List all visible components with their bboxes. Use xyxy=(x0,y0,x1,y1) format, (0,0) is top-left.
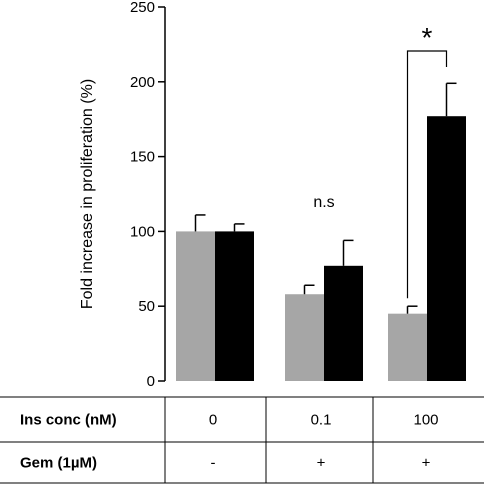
y-axis-label: Fold increase in proliferation (%) xyxy=(79,79,96,309)
bar xyxy=(215,231,254,381)
table-cell: 0 xyxy=(209,412,217,429)
annotations-layer: n.s * xyxy=(313,22,448,299)
significance-bracket xyxy=(406,50,448,299)
y-tick-label: 100 xyxy=(130,223,155,240)
bars-layer xyxy=(176,116,466,381)
table-cell: 100 xyxy=(413,412,438,429)
bar xyxy=(285,294,324,381)
table-cell: 0.1 xyxy=(311,412,332,429)
table-cell: + xyxy=(317,455,326,472)
y-tick-label: 50 xyxy=(138,298,155,315)
error-bar xyxy=(233,223,245,232)
error-bar xyxy=(342,239,354,266)
error-bar xyxy=(303,284,315,295)
y-tick-label: 0 xyxy=(147,373,155,390)
table-cell: + xyxy=(422,455,431,472)
error-bars-layer xyxy=(194,82,457,314)
bar xyxy=(388,313,427,381)
error-bar xyxy=(445,82,457,117)
table-cell: - xyxy=(211,455,216,472)
table-row-header: Ins conc (nM) xyxy=(20,412,117,429)
non-significant-label: n.s xyxy=(313,194,334,211)
y-tick-label: 250 xyxy=(130,0,155,16)
y-ticks-layer: 0 50 100 150 200 250 xyxy=(130,0,165,390)
bar xyxy=(324,265,363,381)
error-bar xyxy=(406,305,418,314)
y-tick-label: 200 xyxy=(130,74,155,91)
significance-marker: * xyxy=(422,22,433,53)
bar xyxy=(427,116,466,381)
bar xyxy=(176,231,215,381)
y-tick-label: 150 xyxy=(130,149,155,166)
error-bar xyxy=(194,214,206,232)
condition-table: Ins conc (nM) 0 0.1 100 Gem (1µM) - + + xyxy=(0,396,484,484)
table-row-header: Gem (1µM) xyxy=(20,455,97,472)
